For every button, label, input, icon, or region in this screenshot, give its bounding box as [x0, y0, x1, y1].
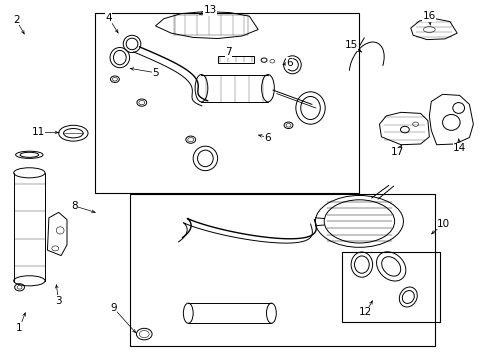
Text: 12: 12	[358, 307, 372, 318]
Text: 17: 17	[389, 147, 403, 157]
Text: 14: 14	[452, 143, 466, 153]
Bar	[95, 13, 359, 193]
Text: 1: 1	[16, 323, 23, 333]
Text: 8: 8	[71, 201, 78, 211]
Text: 16: 16	[422, 11, 435, 21]
Bar	[217, 56, 254, 63]
Text: 6: 6	[285, 58, 292, 68]
Text: 7: 7	[224, 47, 231, 57]
Bar	[342, 252, 439, 322]
Text: 15: 15	[344, 40, 357, 50]
Text: 11: 11	[31, 127, 45, 138]
Text: 2: 2	[13, 15, 20, 25]
Text: 6: 6	[264, 132, 271, 143]
Text: 10: 10	[436, 219, 449, 229]
Bar	[175, 15, 248, 35]
Text: 9: 9	[110, 303, 117, 313]
Text: 13: 13	[203, 5, 217, 15]
Text: 4: 4	[105, 13, 112, 23]
Text: 3: 3	[55, 296, 62, 306]
Text: 5: 5	[152, 68, 159, 78]
Bar	[129, 194, 434, 346]
